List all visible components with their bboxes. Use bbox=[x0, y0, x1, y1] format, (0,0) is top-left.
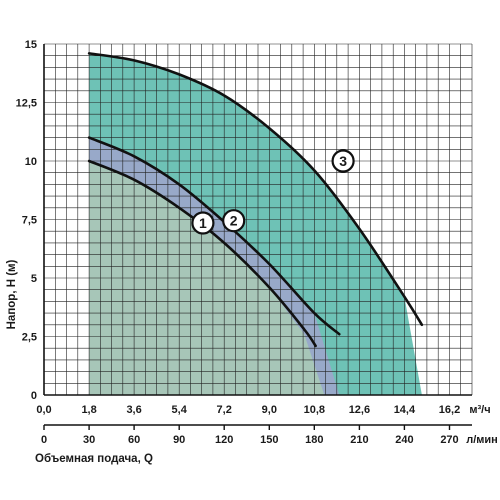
chart-grid bbox=[43, 43, 473, 396]
curve-badge-number: 2 bbox=[230, 213, 238, 229]
curve-badge-circle bbox=[191, 211, 215, 235]
y-axis-title: Напор, H (м) bbox=[6, 259, 18, 329]
x-tick-label: 7,2 bbox=[217, 404, 232, 416]
y-tick-label: 12,5 bbox=[16, 98, 37, 110]
x-tick-label: 12,6 bbox=[349, 404, 370, 416]
x-tick-label: 3,6 bbox=[126, 404, 141, 416]
curve-3 bbox=[87, 52, 424, 327]
curve-badge-circle bbox=[331, 149, 355, 173]
x-tick-label: 0,0 bbox=[36, 404, 51, 416]
y-tick-label: 7,5 bbox=[22, 215, 37, 227]
x-tick-label: 5,4 bbox=[172, 404, 188, 416]
chart-axes bbox=[43, 44, 472, 430]
y-tick-label: 10 bbox=[25, 156, 37, 168]
y-tick-label: 2,5 bbox=[22, 332, 37, 344]
y-tick-label: 5 bbox=[31, 273, 37, 285]
x-tick-label: 16,2 bbox=[439, 404, 460, 416]
curve-1 bbox=[87, 159, 317, 348]
curve-badge-number: 3 bbox=[339, 153, 347, 169]
curve-badge-circle bbox=[222, 209, 246, 233]
secondary-x-tick-label: 60 bbox=[128, 434, 140, 446]
secondary-x-tick-label: 0 bbox=[41, 434, 47, 446]
curve-badge-3: 3 bbox=[331, 149, 355, 173]
curve-badge-1: 1 bbox=[191, 211, 215, 235]
x-tick-label: 10,8 bbox=[304, 404, 325, 416]
x-tick-label: 14,4 bbox=[394, 404, 416, 416]
x-unit-primary: м³/ч bbox=[469, 404, 490, 416]
secondary-x-tick-label: 240 bbox=[395, 434, 413, 446]
x-unit-secondary: л/мин bbox=[466, 434, 498, 446]
secondary-x-tick-label: 90 bbox=[173, 434, 185, 446]
secondary-x-tick-label: 210 bbox=[350, 434, 368, 446]
secondary-x-tick-label: 180 bbox=[305, 434, 323, 446]
secondary-x-tick-label: 150 bbox=[260, 434, 278, 446]
x-tick-label: 1,8 bbox=[81, 404, 96, 416]
x-axis-title: Объемная подача, Q bbox=[35, 453, 153, 465]
secondary-x-tick-label: 120 bbox=[215, 434, 233, 446]
curve-badge-number: 1 bbox=[199, 215, 207, 231]
y-tick-label: 15 bbox=[25, 39, 37, 51]
secondary-x-tick-label: 30 bbox=[83, 434, 95, 446]
operating-regions bbox=[89, 53, 422, 396]
curve-badge-2: 2 bbox=[222, 209, 246, 233]
x-tick-label: 9,0 bbox=[262, 404, 277, 416]
secondary-x-tick-label: 270 bbox=[440, 434, 458, 446]
y-tick-label: 0 bbox=[31, 390, 37, 402]
